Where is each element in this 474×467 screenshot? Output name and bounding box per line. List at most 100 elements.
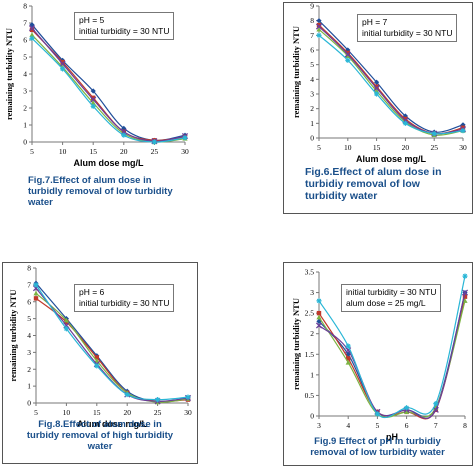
chart-0-y-tick-label: 1: [23, 121, 27, 130]
chart-1-y-tick-label: 0: [310, 134, 314, 143]
chart-2-series-4-line: [35, 284, 189, 401]
chart-fig7-caption: Fig.7.Effect of alum dose in turbidly re…: [28, 175, 173, 209]
chart-3-y-tick-label: 2: [310, 329, 314, 338]
chart-fig9-caption: Fig.9 Effect of pH in turbidiy removal o…: [283, 436, 472, 459]
chart-2-series-2-line: [35, 292, 189, 403]
chart-fig6-frame: [283, 2, 473, 214]
chart-2-y-tick-label: 2: [27, 365, 31, 374]
chart-2-series-4-point: [185, 394, 191, 400]
chart-fig7-caption-line-2: turbidly removal of low turbidity: [28, 185, 173, 197]
chart-fig6-caption-line-3: turbidity water: [305, 190, 378, 203]
chart-0-series-4-point: [90, 103, 96, 109]
chart-2-series-4-point: [33, 282, 39, 288]
chart-2-y-tick-label: 3: [27, 348, 31, 357]
chart-0-series-3-point: [90, 96, 97, 103]
chart-2-x-tick-label: 25: [154, 408, 162, 417]
chart-3-x-tick-label: 5: [376, 421, 380, 430]
chart-fig9-legend-line-1: initial turbidity = 30 NTU: [346, 287, 437, 297]
chart-fig9-frame: [283, 262, 473, 466]
chart-fig9-legend-line-2: alum dose = 25 mg/L: [346, 298, 426, 309]
chart-2-y-tick-label: 0: [27, 399, 31, 408]
chart-3-series-2-point: [462, 298, 468, 303]
chart-3-y-tick-label: 0: [310, 412, 314, 421]
chart-1-series-3-point: [344, 51, 351, 58]
chart-fig6-legend-line-2: initial turbidity = 30 NTU: [362, 28, 453, 39]
chart-1-series-1-point: [374, 84, 379, 89]
chart-1-series-2-point: [345, 53, 351, 58]
chart-fig8-legend-line-1: pH = 6: [79, 287, 105, 297]
chart-fig8-caption-line-3: water: [87, 440, 113, 452]
chart-0-y-axis-label: remaining turbidity NTU: [4, 28, 14, 120]
chart-3-series-4-point: [404, 405, 410, 411]
chart-0-series-4-line: [31, 37, 186, 143]
chart-0-x-tick-label: 15: [89, 147, 97, 156]
chart-0-y-tick-label: 2: [23, 104, 27, 113]
chart-2-y-tick-label: 8: [27, 264, 31, 273]
chart-0-series-4-point: [60, 66, 66, 72]
chart-1-y-tick-label: 9: [310, 2, 314, 11]
chart-1-series-3-point: [315, 23, 323, 30]
chart-1-x-tick-label: 10: [344, 143, 352, 152]
chart-1-series-3-point: [373, 85, 380, 92]
chart-0-x-tick-label: 20: [120, 147, 128, 156]
chart-fig7-caption-line-3: water: [28, 196, 53, 208]
chart-1-y-tick-label: 2: [310, 104, 314, 113]
chart-3-series-4-point: [316, 298, 322, 304]
chart-fig6-svg: 0 1 2 3 4 5 6 7 8 9 5 10 15 20 25 30 remaining turbidity…: [291, 2, 467, 164]
chart-0-y-tick-label: 4: [23, 70, 27, 79]
chart-3-series-3-point: [315, 322, 323, 329]
chart-3-x-axis-label: pH: [386, 432, 398, 442]
chart-3-series-4-point: [462, 273, 468, 279]
chart-1-x-axis-label: Alum dose mg/L: [356, 154, 427, 164]
chart-1-series-4-point: [374, 91, 380, 97]
chart-1-series-4-point: [345, 57, 351, 63]
chart-fig8-frame: [2, 262, 198, 464]
chart-1-series-4-point: [431, 131, 437, 137]
chart-0-x-tick-label: 30: [181, 147, 189, 156]
chart-1-y-tick-label: 3: [310, 90, 314, 99]
chart-0-y-tick-label: 6: [23, 36, 27, 45]
chart-fig7-legend-line-2: initial turbidity = 30 NTU: [79, 26, 170, 37]
chart-3-y-tick-label: 0.5: [305, 391, 315, 400]
chart-2-series-4-point: [94, 363, 100, 369]
chart-2-x-tick-label: 15: [93, 408, 101, 417]
chart-1-series-2-point: [316, 26, 322, 32]
chart-2-x-tick-label: 5: [34, 408, 38, 417]
chart-0-series-4-point: [182, 135, 188, 141]
chart-3-series-2-point: [404, 409, 410, 414]
chart-0-series-4-point: [29, 35, 35, 41]
chart-0-x-axis-label: Alum dose mg/L: [73, 158, 144, 168]
chart-0-series-0-point: [90, 88, 96, 94]
chart-fig8-caption-line-2: turbidy removal of high turbidity: [26, 429, 174, 441]
chart-2-y-axis-label: remaining turbidity NTU: [8, 290, 18, 382]
chart-1-series-1-point: [403, 116, 408, 122]
chart-fig9-caption-line-2: removal of low turbidity water: [310, 446, 445, 458]
chart-0-series-1-point: [29, 27, 35, 32]
chart-2-y-tick-label: 4: [27, 331, 31, 340]
chart-0-series-1-point: [60, 59, 65, 65]
chart-3-y-tick-label: 3: [310, 288, 314, 297]
chart-fig8-caption-line-1: Fig.8.Effect of alum dose in: [38, 419, 162, 430]
chart-1-series-1-point: [460, 125, 466, 130]
chart-fig7: 0 1 2 3 4 5 6 7 8 5 10 15 20 25 30 remaining turbidity …: [0, 0, 200, 215]
chart-fig9-svg: 0 0.5 1 1.5 2 2.5 3 3.5 3 4 5 6 7 8 remaining turbidit…: [291, 268, 469, 442]
chart-3-series-2-point: [345, 359, 351, 365]
chart-1-x-tick-label: 20: [402, 143, 410, 152]
chart-1-x-tick-label: 25: [430, 143, 438, 152]
chart-0-series-3-point: [59, 60, 66, 67]
chart-fig9: 0 0.5 1 1.5 2 2.5 3 3.5 3 4 5 6 7 8 remaining turbidit…: [283, 262, 472, 466]
chart-2-series-1-point: [33, 296, 39, 301]
chart-3-y-tick-label: 2.5: [305, 309, 315, 318]
chart-0-series-2-point: [29, 32, 35, 37]
chart-0-series-4-point: [121, 132, 127, 138]
chart-3-series-4-point: [433, 401, 439, 407]
chart-fig8-legend: pH = 6 initial turbidity = 30 NTU: [74, 284, 175, 313]
chart-0-x-tick-label: 10: [59, 147, 67, 156]
chart-1-y-tick-label: 7: [310, 31, 314, 40]
chart-0-series-2-point: [90, 100, 96, 105]
chart-1-series-0-line: [318, 20, 464, 133]
chart-0-series-3-line: [31, 27, 186, 142]
chart-3-series-1-point: [462, 294, 468, 299]
chart-3-series-0-point: [316, 318, 322, 324]
chart-1-y-tick-label: 4: [310, 75, 314, 84]
